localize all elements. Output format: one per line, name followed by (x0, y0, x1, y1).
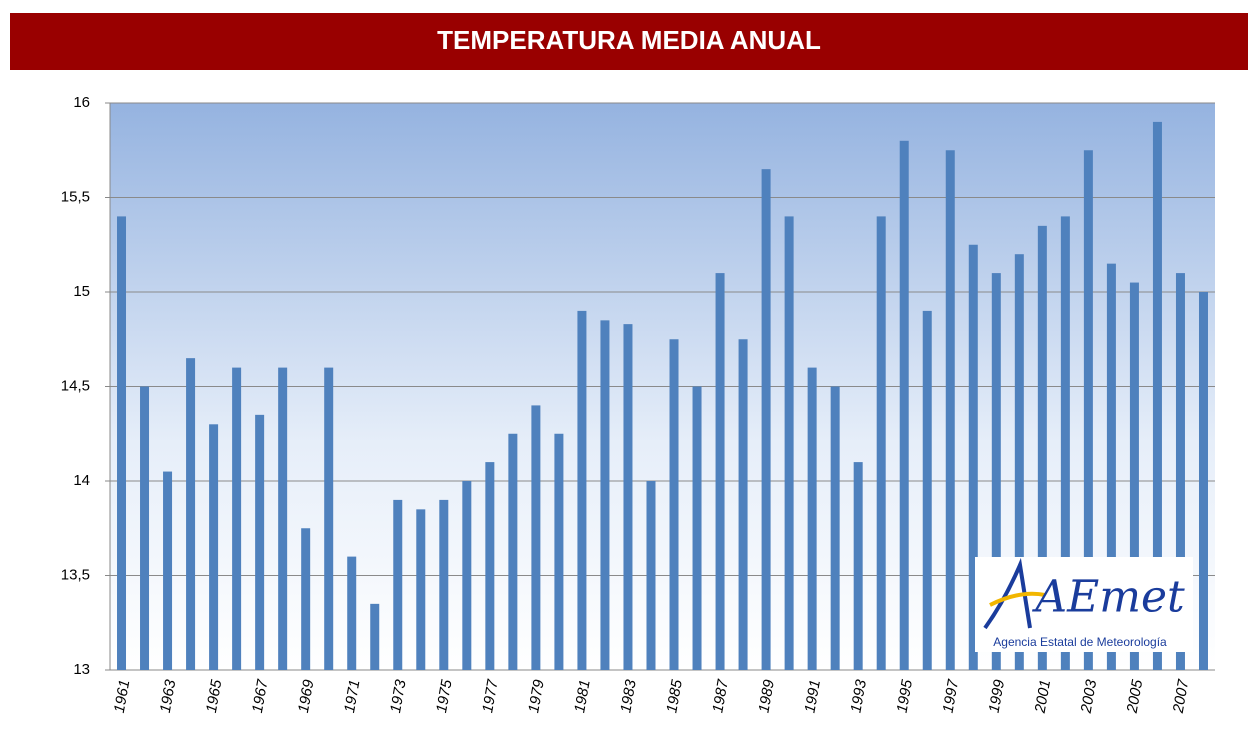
x-tick-label: 1961 (111, 678, 134, 714)
bar (945, 150, 955, 670)
bar (324, 367, 334, 670)
x-tick-label: 1977 (479, 678, 502, 714)
bar (968, 244, 978, 670)
bar (784, 216, 794, 670)
logo-caption: Agencia Estatal de Meteorología (993, 635, 1167, 649)
bar (738, 339, 748, 670)
bar (186, 358, 196, 670)
x-tick-label: 2007 (1170, 678, 1193, 715)
bar (1175, 273, 1185, 670)
bar (163, 471, 173, 670)
bar (508, 433, 518, 670)
x-tick-label: 1971 (341, 678, 364, 714)
logo: AEmet Agencia Estatal de Meteorología (975, 557, 1193, 652)
bar (554, 433, 564, 670)
x-tick-label: 1975 (433, 678, 456, 714)
bar (646, 481, 656, 670)
bar (922, 310, 932, 670)
bar (692, 386, 702, 670)
bar (899, 140, 909, 671)
x-tick-label: 1989 (755, 678, 778, 714)
x-tick-label: 1983 (617, 678, 640, 714)
bar (232, 367, 242, 670)
bar (462, 481, 472, 670)
y-tick-label: 15,5 (61, 188, 90, 205)
bar (1198, 292, 1208, 670)
title-bar (10, 13, 1248, 70)
y-tick-label: 14 (73, 472, 90, 489)
x-tick-label: 1999 (986, 678, 1009, 714)
bar (807, 367, 817, 670)
x-tick-label: 1995 (894, 678, 917, 714)
y-tick-label: 13 (73, 661, 90, 678)
bar (761, 169, 771, 670)
x-tick-label: 1997 (940, 678, 963, 714)
bar (1014, 254, 1024, 670)
bar (853, 462, 863, 670)
bar (1083, 150, 1093, 670)
bar (347, 556, 357, 670)
x-tick-label: 1985 (663, 678, 686, 714)
x-tick-label: 1981 (571, 678, 594, 714)
bar (439, 499, 449, 670)
x-tick-label: 2003 (1078, 678, 1101, 715)
x-tick-label: 1969 (295, 678, 318, 714)
x-tick-label: 2005 (1124, 678, 1147, 715)
chart-title: TEMPERATURA MEDIA ANUAL (437, 25, 821, 55)
logo-swoosh (989, 591, 1046, 607)
bar (1060, 216, 1070, 670)
x-tick-label: 1987 (709, 678, 732, 714)
logo-box (975, 557, 1193, 652)
bar (600, 320, 610, 670)
bar (991, 273, 1001, 670)
bar (1152, 121, 1162, 670)
bar (531, 405, 541, 670)
x-tick-label: 2001 (1031, 678, 1054, 715)
bar (140, 386, 150, 670)
bar (117, 216, 127, 670)
bar (830, 386, 840, 670)
bar (669, 339, 679, 670)
bar (1106, 263, 1116, 670)
x-tick-label: 1993 (847, 678, 870, 714)
y-tick-label: 16 (73, 94, 90, 111)
bar (416, 509, 426, 670)
x-tick-label: 1965 (203, 678, 226, 714)
x-tick-label: 1979 (525, 678, 548, 714)
bar (255, 414, 265, 670)
y-tick-label: 14,5 (61, 377, 90, 394)
bar (577, 310, 587, 670)
bar (393, 499, 403, 670)
y-tick-label: 15 (73, 283, 90, 300)
bar (209, 424, 219, 670)
bar (278, 367, 288, 670)
x-tick-label: 1963 (157, 678, 180, 714)
bar (370, 603, 380, 670)
x-tick-label: 1991 (801, 678, 824, 714)
bar (876, 216, 886, 670)
bar (485, 462, 495, 670)
x-tick-label: 1973 (387, 678, 410, 714)
bar (301, 528, 311, 670)
bar (715, 273, 725, 670)
logo-swoosh (983, 557, 1032, 630)
y-tick-label: 13,5 (61, 566, 90, 583)
bar (1129, 282, 1139, 670)
x-tick-label: 1967 (249, 678, 272, 714)
bar (623, 324, 633, 670)
bar (1037, 225, 1047, 670)
logo-mark: AEmet (1031, 572, 1185, 623)
